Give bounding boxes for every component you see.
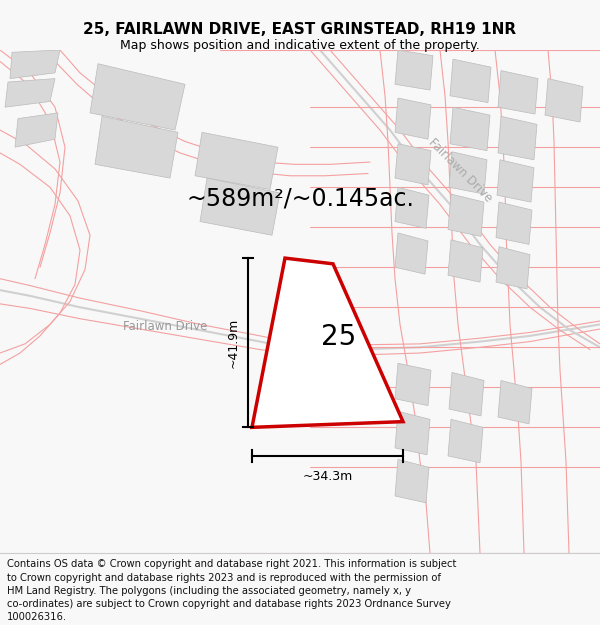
Polygon shape bbox=[496, 247, 530, 289]
Polygon shape bbox=[395, 50, 433, 90]
Polygon shape bbox=[395, 144, 431, 185]
Polygon shape bbox=[395, 233, 428, 274]
Polygon shape bbox=[448, 194, 484, 236]
Polygon shape bbox=[195, 132, 278, 189]
Text: ~589m²/~0.145ac.: ~589m²/~0.145ac. bbox=[186, 187, 414, 211]
Text: Fairlawn Drive: Fairlawn Drive bbox=[123, 320, 207, 333]
Polygon shape bbox=[15, 113, 58, 148]
Polygon shape bbox=[200, 178, 280, 235]
Polygon shape bbox=[450, 59, 491, 102]
Polygon shape bbox=[496, 202, 532, 244]
Polygon shape bbox=[545, 79, 583, 122]
Polygon shape bbox=[448, 240, 483, 282]
Text: 25: 25 bbox=[320, 323, 356, 351]
Text: ~34.3m: ~34.3m bbox=[302, 470, 353, 483]
Polygon shape bbox=[498, 381, 532, 424]
Polygon shape bbox=[95, 116, 178, 178]
Polygon shape bbox=[90, 64, 185, 130]
Text: Map shows position and indicative extent of the property.: Map shows position and indicative extent… bbox=[120, 39, 480, 52]
Polygon shape bbox=[252, 258, 403, 428]
Polygon shape bbox=[395, 98, 431, 139]
Polygon shape bbox=[449, 152, 487, 194]
Polygon shape bbox=[395, 411, 430, 455]
Text: ~41.9m: ~41.9m bbox=[227, 318, 239, 368]
Polygon shape bbox=[497, 160, 534, 202]
Polygon shape bbox=[5, 79, 55, 107]
Polygon shape bbox=[448, 419, 483, 462]
Polygon shape bbox=[498, 71, 538, 114]
Polygon shape bbox=[395, 188, 429, 228]
Polygon shape bbox=[10, 50, 60, 79]
Polygon shape bbox=[449, 372, 484, 416]
Polygon shape bbox=[395, 363, 431, 406]
Polygon shape bbox=[395, 459, 429, 503]
Text: Fairlawn Drive: Fairlawn Drive bbox=[425, 136, 494, 204]
Polygon shape bbox=[450, 107, 490, 151]
Polygon shape bbox=[498, 116, 537, 160]
Text: Contains OS data © Crown copyright and database right 2021. This information is : Contains OS data © Crown copyright and d… bbox=[7, 559, 457, 622]
Text: 25, FAIRLAWN DRIVE, EAST GRINSTEAD, RH19 1NR: 25, FAIRLAWN DRIVE, EAST GRINSTEAD, RH19… bbox=[83, 22, 517, 38]
